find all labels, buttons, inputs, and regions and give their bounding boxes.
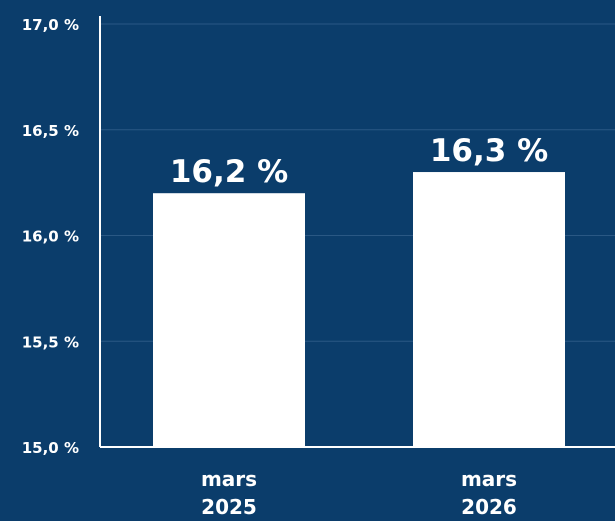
bars	[153, 172, 565, 448]
data-label: 16,3 %	[430, 133, 548, 169]
data-label: 16,2 %	[170, 154, 288, 190]
labels: 15,0 % 15,5 % 16,0 % 16,5 % 17,0 % 16,2 % 16,3…	[22, 16, 548, 519]
x-tick-label: 2025	[201, 495, 257, 519]
axes	[99, 16, 615, 448]
y-tick-label: 16,5 %	[22, 122, 79, 140]
y-tick-label: 17,0 %	[22, 16, 79, 34]
y-tick-label: 15,5 %	[22, 333, 79, 351]
bar	[413, 172, 565, 448]
bar	[153, 193, 305, 447]
y-tick-label: 16,0 %	[22, 228, 79, 246]
x-tick-label: 2026	[461, 495, 517, 519]
y-tick-label: 15,0 %	[22, 439, 79, 457]
x-tick-label: mars	[201, 467, 257, 491]
x-tick-label: mars	[461, 467, 517, 491]
